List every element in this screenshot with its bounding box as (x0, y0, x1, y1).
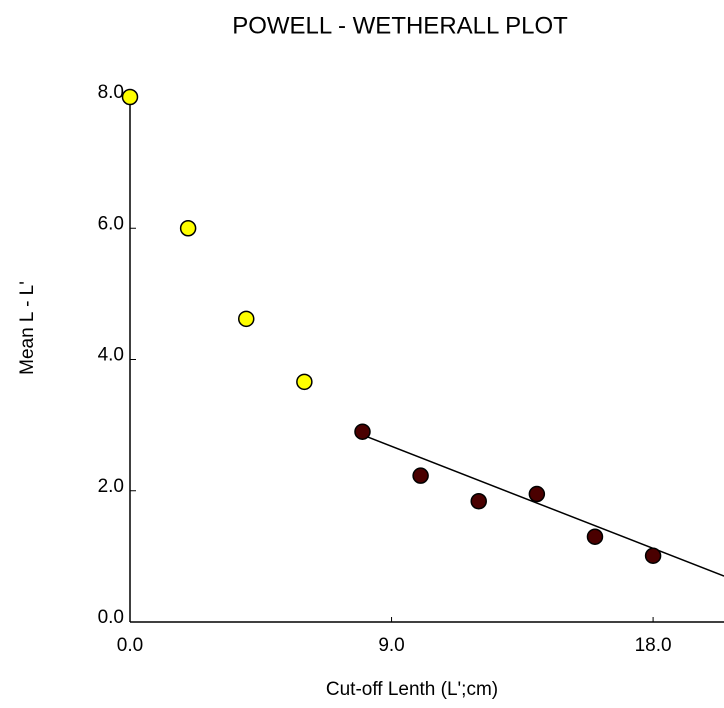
x-tick-label: 0.0 (117, 635, 143, 656)
point (470, 493, 487, 510)
y-tick-label: 2.0 (98, 476, 124, 497)
x-axis-label: Cut-off Lenth (L';cm) (326, 679, 498, 700)
point (354, 423, 371, 440)
point (412, 467, 429, 484)
point (179, 220, 197, 237)
y-axis-label: Mean L - L' (17, 281, 38, 375)
y-tick-label: 0.0 (98, 607, 124, 628)
point (296, 373, 313, 391)
point (121, 88, 139, 106)
point (586, 528, 604, 545)
point (644, 547, 662, 564)
y-tick-label: 8.0 (98, 82, 124, 103)
point (528, 485, 546, 503)
x-tick-label: 9.0 (378, 635, 404, 656)
chart-title: POWELL - WETHERALL PLOT (232, 12, 568, 39)
fit-line (362, 434, 724, 577)
y-tick-label: 6.0 (98, 213, 124, 234)
x-tick-label: 18.0 (635, 635, 672, 656)
y-tick-label: 4.0 (98, 345, 124, 366)
point (237, 310, 255, 328)
